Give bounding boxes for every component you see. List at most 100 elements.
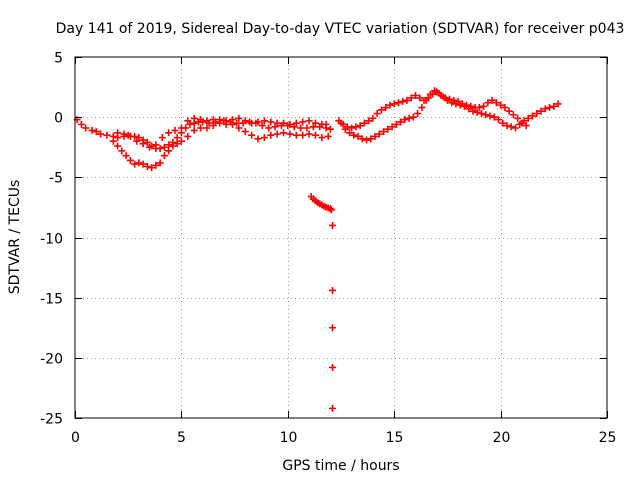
data-point <box>258 122 266 130</box>
data-point <box>165 147 173 155</box>
data-point <box>248 119 256 127</box>
data-point <box>143 138 151 146</box>
series-track-13-to-20h-upper <box>335 88 530 132</box>
data-point <box>477 110 485 118</box>
y-tick-label: -5 <box>49 171 63 187</box>
data-point <box>143 163 151 171</box>
data-point <box>488 96 496 104</box>
data-point <box>416 94 424 102</box>
x-tick-label: 5 <box>177 430 186 446</box>
data-point <box>346 129 354 137</box>
data-point <box>473 108 481 116</box>
data-point <box>203 117 211 125</box>
grid <box>75 57 607 418</box>
data-point <box>326 125 334 133</box>
data-point <box>197 116 205 124</box>
data-point <box>152 141 160 149</box>
data-point <box>267 131 275 139</box>
y-tick-label: 5 <box>54 51 63 67</box>
y-tick-label: 0 <box>54 111 63 127</box>
data-point <box>109 137 117 145</box>
axis-ticks: 0 5 10 15 20 25 -25 -20 -15 -10 -5 0 5 <box>40 51 616 447</box>
data-point <box>145 143 153 151</box>
data-point <box>424 94 432 102</box>
data-point <box>433 88 441 96</box>
data-point <box>82 124 90 132</box>
data-point <box>280 129 288 137</box>
data-point <box>197 124 205 132</box>
data-point <box>467 102 475 110</box>
data-point <box>377 106 385 114</box>
data-point <box>169 142 177 150</box>
data-point <box>273 119 281 127</box>
data-points <box>73 87 562 412</box>
data-point <box>77 120 85 128</box>
data-point <box>375 130 383 138</box>
data-point <box>324 132 332 140</box>
x-tick-label: 20 <box>493 430 511 446</box>
data-point <box>290 123 298 131</box>
data-point <box>271 123 279 131</box>
data-point <box>305 117 313 125</box>
data-point <box>158 134 166 142</box>
data-point <box>414 110 422 118</box>
data-point <box>369 114 377 122</box>
data-point <box>429 90 437 98</box>
data-point <box>373 110 381 118</box>
data-point <box>469 107 477 115</box>
data-point <box>335 117 343 125</box>
x-tick-label: 15 <box>386 430 404 446</box>
data-point <box>420 96 428 104</box>
data-point <box>418 104 426 112</box>
data-point <box>165 129 173 137</box>
data-point <box>292 131 300 139</box>
data-point <box>537 107 545 115</box>
data-point <box>405 114 413 122</box>
data-point <box>360 119 368 127</box>
data-point <box>484 99 492 107</box>
y-axis-label: SDTVAR / TECUs <box>7 180 23 295</box>
data-point <box>437 92 445 100</box>
data-point <box>505 107 513 115</box>
data-point <box>173 140 181 148</box>
data-point <box>486 112 494 120</box>
data-point <box>371 132 379 140</box>
data-point <box>297 124 305 132</box>
data-point <box>522 122 530 130</box>
data-point <box>409 113 417 121</box>
data-point <box>463 101 471 109</box>
data-point <box>165 141 173 149</box>
data-point <box>507 123 515 131</box>
data-point <box>235 114 243 122</box>
chart-title: Day 141 of 2019, Sidereal Day-to-day VTE… <box>56 21 625 37</box>
data-point <box>327 206 335 214</box>
data-point <box>97 130 105 138</box>
data-point <box>382 104 390 112</box>
data-point <box>126 156 134 164</box>
data-point <box>171 126 179 134</box>
data-point <box>411 92 419 100</box>
series-upper-branch <box>114 114 330 151</box>
data-point <box>441 94 449 102</box>
data-point <box>228 116 236 124</box>
data-point <box>454 98 462 106</box>
data-point <box>148 164 156 172</box>
data-point <box>328 404 336 412</box>
data-point <box>122 152 130 160</box>
y-tick-label: -10 <box>40 232 63 248</box>
data-point <box>309 123 317 131</box>
data-point <box>328 286 336 294</box>
data-point <box>554 100 562 108</box>
data-point <box>475 104 483 112</box>
data-point <box>92 128 100 136</box>
data-point <box>363 136 371 144</box>
data-point <box>267 118 275 126</box>
data-point <box>339 120 347 128</box>
data-point <box>209 116 217 124</box>
data-point <box>286 120 294 128</box>
data-point <box>135 159 143 167</box>
x-tick-label: 10 <box>280 430 298 446</box>
data-point <box>482 111 490 119</box>
data-point <box>390 100 398 108</box>
data-point <box>222 117 230 125</box>
